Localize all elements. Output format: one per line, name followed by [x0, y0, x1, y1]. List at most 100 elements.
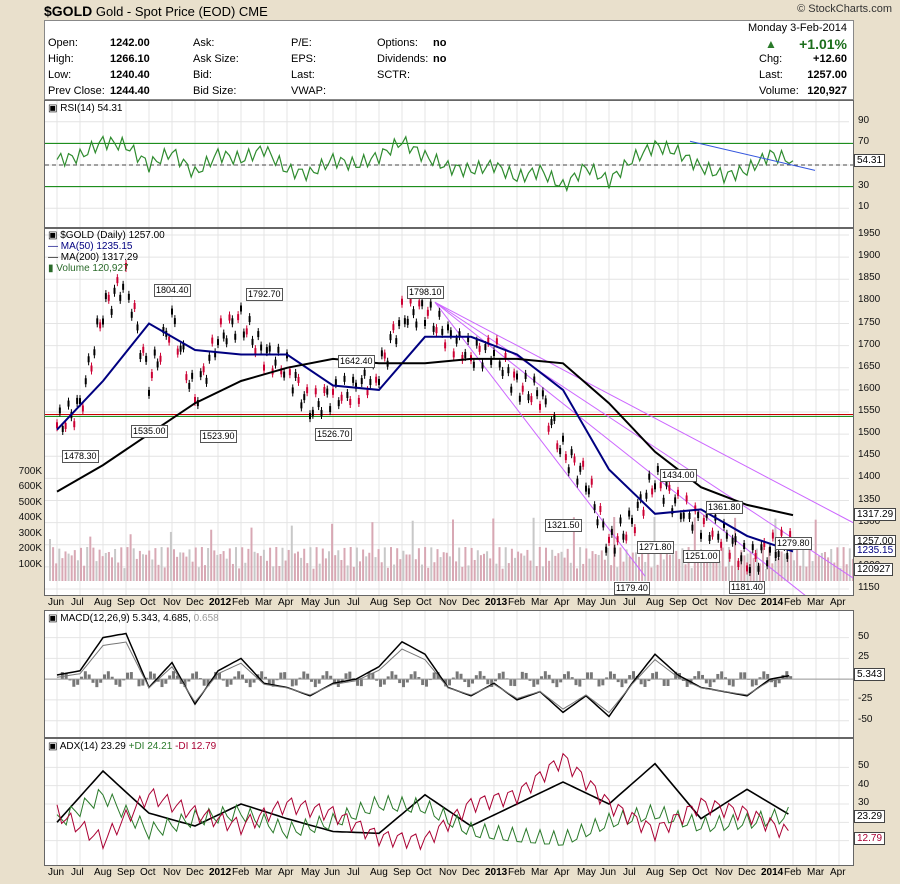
- macd-histogram-bar: [394, 674, 398, 680]
- volume-bar: [628, 556, 631, 581]
- price-candle-body: [682, 512, 685, 519]
- price-candle-body: [705, 511, 708, 518]
- x-tick-label: Jul: [347, 867, 360, 878]
- macd-histogram-bar: [731, 679, 735, 687]
- volume-bar: [346, 565, 349, 581]
- volume-bar: [80, 547, 82, 581]
- volume-bar: [163, 567, 166, 581]
- last-value-tag: 1235.15: [854, 544, 897, 558]
- x-tick-label: Feb: [232, 597, 250, 608]
- volume-bar: [262, 549, 265, 581]
- volume-bar: [89, 536, 92, 581]
- price-candle-body: [628, 510, 631, 517]
- price-candle-body: [326, 388, 329, 395]
- macd-histogram-bar: [172, 671, 175, 680]
- volume-bar: [290, 525, 293, 581]
- volume-bar: [703, 557, 706, 581]
- price-candle-body: [225, 338, 228, 345]
- price-annotation: 1321.50: [545, 519, 582, 533]
- price-candle-body: [127, 293, 130, 300]
- price-candle-body: [56, 422, 58, 429]
- volume-bar: [151, 559, 154, 581]
- price-candle-body: [507, 367, 510, 374]
- price-candle-body: [748, 567, 751, 574]
- price-candle-body: [202, 366, 205, 373]
- volume-bar: [749, 551, 752, 581]
- macd-histogram-bar: [578, 679, 582, 687]
- price-candle-body: [73, 421, 76, 428]
- macd-histogram-bar: [106, 671, 110, 680]
- macd-histogram-bar: [110, 676, 114, 680]
- volume-bar: [594, 554, 597, 581]
- volume-bar: [312, 568, 315, 581]
- volume-bar: [355, 547, 358, 581]
- price-candle-body: [136, 324, 139, 331]
- price-candle-body: [444, 342, 447, 349]
- macd-histogram-bar: [76, 679, 80, 685]
- macd-histogram-bar: [413, 671, 417, 680]
- macd-histogram-bar: [367, 671, 371, 680]
- x-tick-label: Jul: [347, 597, 360, 608]
- volume-bar: [256, 553, 259, 581]
- macd-histogram-bar: [152, 673, 156, 680]
- volume-bar: [166, 547, 169, 581]
- macd-histogram-bar: [95, 679, 99, 688]
- macd-histogram-bar: [202, 679, 206, 686]
- price-candle-body: [478, 345, 481, 352]
- macd-histogram-bar: [716, 673, 720, 680]
- macd-histogram-bar: [459, 673, 463, 680]
- price-candle-body: [458, 331, 461, 338]
- price-candle-body: [777, 551, 780, 558]
- price-candle-body: [665, 480, 668, 487]
- quote-mid2-label: Last:: [291, 69, 315, 81]
- macd-histogram-bar: [137, 679, 141, 687]
- macd-histogram-bar: [540, 676, 543, 680]
- volume-bar: [796, 547, 799, 581]
- price-candle-body: [441, 328, 444, 335]
- price-candle-body: [317, 401, 320, 408]
- price-annotation: 1798.10: [407, 286, 444, 300]
- price-candle-body: [429, 301, 432, 308]
- volume-bar: [504, 547, 507, 581]
- price-candle-body: [113, 287, 116, 294]
- y-tick-label: 1350: [858, 493, 881, 505]
- y-tick-label: 1850: [858, 272, 881, 284]
- price-candle-body: [559, 448, 562, 455]
- price-candle-body: [679, 513, 682, 520]
- volume-tick-label: 200K: [18, 543, 42, 554]
- quote-right-label: Volume:: [759, 85, 799, 97]
- volume-bar: [238, 568, 241, 581]
- volume-bar: [740, 550, 743, 581]
- volume-bar: [49, 539, 51, 581]
- volume-bar: [789, 550, 792, 581]
- price-candle-body: [188, 382, 191, 389]
- price-candle-body: [306, 387, 309, 394]
- price-candle-body: [432, 325, 435, 332]
- price-annotation: 1478.30: [62, 449, 99, 463]
- volume-bar: [244, 562, 247, 581]
- price-candle-body: [449, 330, 452, 337]
- quote-mid3-value: no: [433, 37, 447, 49]
- price-annotation: 1526.70: [315, 428, 352, 442]
- macd-histogram-bar: [317, 679, 321, 684]
- macd-histogram-bar: [616, 679, 620, 683]
- volume-bar: [371, 522, 374, 581]
- quote-mid2-label: VWAP:: [291, 85, 327, 97]
- price-candle-body: [406, 318, 409, 325]
- price-candle-body: [593, 504, 596, 511]
- macd-histogram-bar: [225, 679, 229, 687]
- price-candle-body: [64, 422, 67, 429]
- volume-bar: [693, 517, 696, 581]
- price-candle-body: [237, 314, 240, 321]
- quote-left-label: High:: [48, 53, 74, 65]
- price-candle-body: [211, 337, 214, 344]
- price-candle-body: [570, 449, 573, 456]
- macd-histogram-bar: [80, 676, 83, 680]
- price-candle-body: [159, 355, 162, 362]
- volume-bar: [582, 563, 585, 581]
- quote-left-label: Prev Close:: [48, 85, 105, 97]
- price-candle-body: [668, 484, 671, 491]
- rsi-panel: ▣ RSI(14) 54.31: [44, 100, 854, 228]
- volume-bar: [315, 547, 318, 581]
- volume-bar: [669, 554, 671, 581]
